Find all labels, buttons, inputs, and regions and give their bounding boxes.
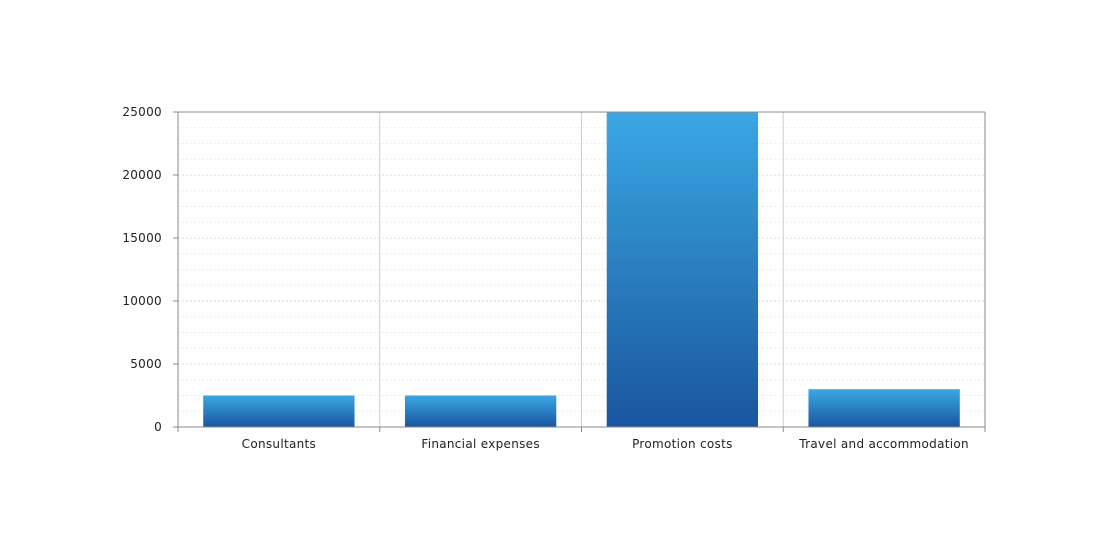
axes bbox=[173, 111, 986, 432]
y-tick-label: 15000 bbox=[122, 231, 162, 245]
x-tick-label: Financial expenses bbox=[421, 437, 540, 451]
bar-travel-and-accommodation bbox=[808, 389, 960, 427]
grid-lines bbox=[178, 111, 985, 412]
y-tick-label: 10000 bbox=[122, 294, 162, 308]
y-tick-label: 0 bbox=[154, 420, 162, 434]
bars bbox=[203, 112, 960, 427]
category-separators bbox=[379, 112, 784, 427]
x-tick-label: Consultants bbox=[242, 437, 316, 451]
x-tick-label: Travel and accommodation bbox=[798, 437, 969, 451]
y-tick-label: 25000 bbox=[122, 105, 162, 119]
y-tick-labels: 0 5000 10000 15000 20000 25000 bbox=[122, 105, 162, 434]
x-tick-labels: Consultants Financial expenses Promotion c… bbox=[242, 437, 969, 451]
y-tick-label: 5000 bbox=[130, 357, 162, 371]
y-tick-label: 20000 bbox=[122, 168, 162, 182]
bar-promotion-costs bbox=[606, 112, 759, 427]
x-tick-label: Promotion costs bbox=[632, 437, 733, 451]
bar-financial-expenses bbox=[404, 395, 557, 427]
bar-consultants bbox=[203, 395, 355, 427]
